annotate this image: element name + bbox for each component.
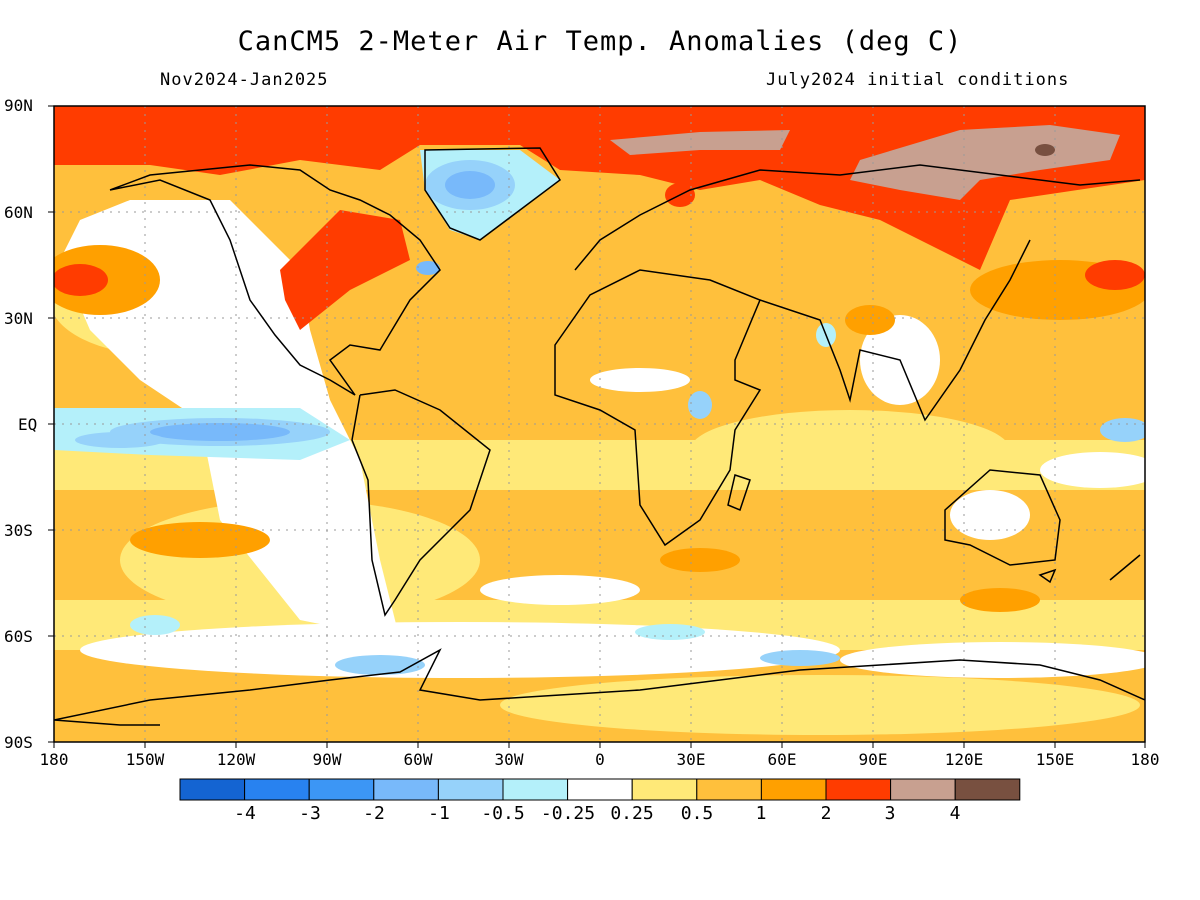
lon-label-30e: 30E <box>676 750 706 769</box>
colorbar-swatch <box>567 778 633 801</box>
colorbar <box>179 778 1021 801</box>
colorbar-label: 3 <box>884 803 896 824</box>
colorbar-swatch <box>825 778 892 801</box>
colorbar-swatch <box>179 778 246 801</box>
lon-label-180e: 180 <box>1130 750 1160 769</box>
lon-label-120e: 120E <box>944 750 984 769</box>
lon-label-90w: 90W <box>312 750 342 769</box>
lon-label-0: 0 <box>595 750 605 769</box>
lat-label-90n: 90N <box>4 96 33 115</box>
lat-label-90s: 90S <box>4 733 33 752</box>
graticule <box>54 106 1145 742</box>
colorbar-swatch <box>244 778 310 801</box>
lon-label-30w: 30W <box>494 750 524 769</box>
lon-label-120w: 120W <box>216 750 256 769</box>
colorbar-label: -0.25 <box>540 803 596 824</box>
lat-label-30n: 30N <box>4 309 33 328</box>
lon-label-150w: 150W <box>125 750 165 769</box>
colorbar-label: 4 <box>949 803 961 824</box>
colorbar-label: -4 <box>234 803 256 824</box>
axis-ticks <box>48 105 1146 748</box>
forecast-period: Nov2024-Jan2025 <box>160 70 329 90</box>
anomaly-field <box>54 106 1145 742</box>
colorbar-swatch <box>954 778 1021 801</box>
colorbar-label: 0.5 <box>680 803 714 824</box>
lat-label-eq: EQ <box>18 415 38 434</box>
lat-label-60n: 60N <box>4 203 33 222</box>
colorbar-swatch <box>437 778 504 801</box>
colorbar-label: 0.25 <box>610 803 654 824</box>
colorbar-label: 1 <box>755 803 767 824</box>
colorbar-swatch <box>760 778 827 801</box>
lon-label-150e: 150E <box>1035 750 1075 769</box>
colorbar-label: -0.5 <box>481 803 525 824</box>
lat-label-30s: 30S <box>4 521 33 540</box>
lon-label-60w: 60W <box>403 750 433 769</box>
lat-label-60s: 60S <box>4 627 33 646</box>
colorbar-label: -2 <box>363 803 385 824</box>
colorbar-label: 2 <box>820 803 832 824</box>
map-title: CanCM5 2-Meter Air Temp. Anomalies (deg … <box>237 26 963 57</box>
coastlines <box>54 147 1145 726</box>
colorbar-label: -1 <box>428 803 450 824</box>
colorbar-swatch <box>631 778 698 801</box>
colorbar-label: -3 <box>299 803 321 824</box>
colorbar-swatch <box>373 778 439 801</box>
colorbar-swatch <box>308 778 375 801</box>
colorbar-swatch <box>502 778 569 801</box>
lon-label-60e: 60E <box>767 750 797 769</box>
lon-label-180w: 180 <box>39 750 69 769</box>
colorbar-swatch <box>696 778 762 801</box>
initial-conditions: July2024 initial conditions <box>766 70 1070 90</box>
colorbar-swatch <box>890 778 956 801</box>
lon-label-90e: 90E <box>858 750 888 769</box>
